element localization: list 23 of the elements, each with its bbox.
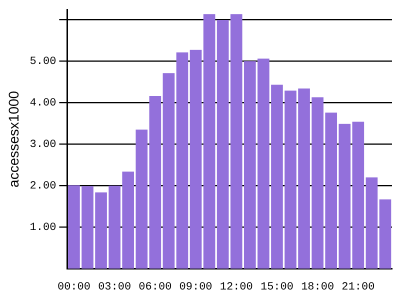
x-tick-label: 21:00 <box>342 281 375 294</box>
x-tick-label: 03:00 <box>98 281 132 294</box>
bar <box>176 52 188 269</box>
x-tick-label: 12:00 <box>220 281 253 294</box>
bar <box>149 96 162 269</box>
bar <box>352 122 364 269</box>
y-tick-label: 5.00 <box>30 56 56 68</box>
y-tick-label: 4.00 <box>30 98 56 110</box>
x-tick-label: 00:00 <box>57 281 90 294</box>
y-axis-title: accessesx1000 <box>5 90 22 188</box>
y-tick-label: 1.00 <box>30 222 56 234</box>
y-tick-label: 2.00 <box>30 180 56 193</box>
x-tick-label: 09:00 <box>179 281 212 294</box>
bar <box>162 73 175 269</box>
bar <box>190 50 202 269</box>
x-tick-label: 06:00 <box>138 281 172 294</box>
x-tick-label: 15:00 <box>260 281 294 294</box>
bar <box>366 177 378 269</box>
bar <box>216 20 229 269</box>
y-tick-label: 3.00 <box>30 139 56 152</box>
x-tick-label: 18:00 <box>301 281 334 294</box>
bar <box>203 14 216 269</box>
bar <box>379 199 392 269</box>
